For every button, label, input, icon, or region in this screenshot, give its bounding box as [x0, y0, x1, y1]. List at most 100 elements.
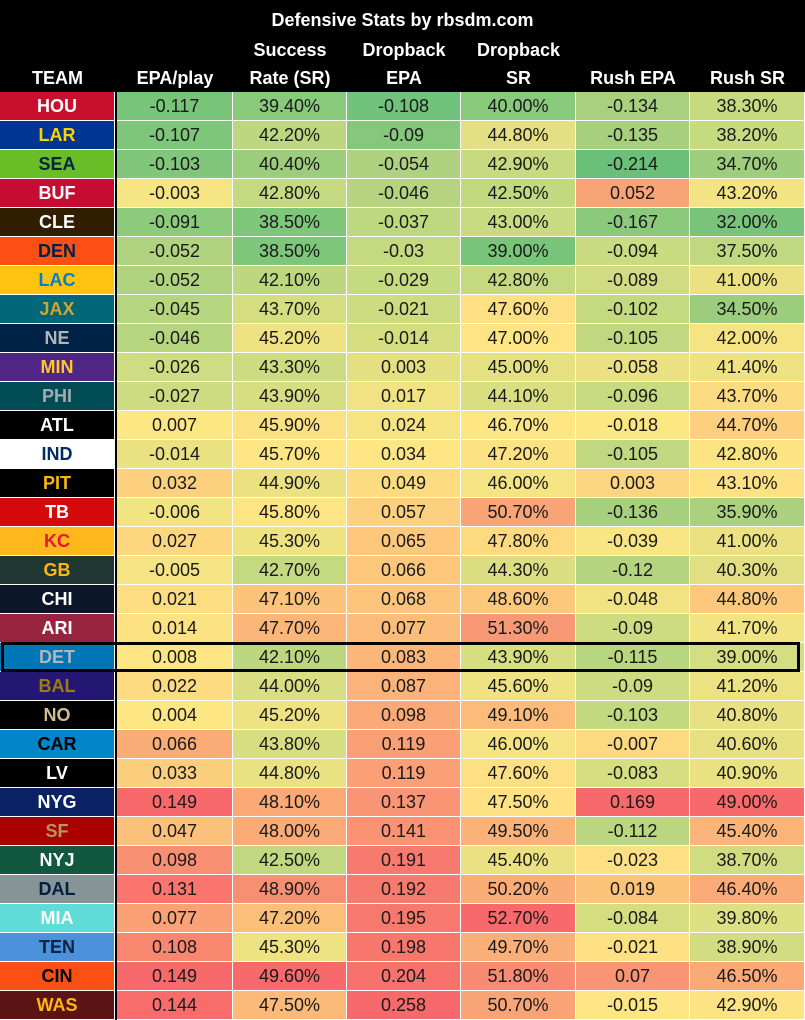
stat-cell: 44.10%: [461, 382, 576, 411]
stat-cell: 32.00%: [690, 208, 805, 237]
team-cell: ARI: [0, 614, 115, 643]
table-row: LAC -0.052 42.10% -0.029 42.80% -0.089 41.00%: [0, 266, 805, 295]
stat-cell: 0.033: [117, 759, 233, 788]
team-column-divider: [115, 92, 117, 1020]
team-cell: CLE: [0, 208, 115, 237]
stat-cell: 49.10%: [461, 701, 576, 730]
team-cell: WAS: [0, 991, 115, 1020]
stat-cell: 0.003: [347, 353, 461, 382]
stat-cell: 42.90%: [690, 991, 805, 1020]
stat-cell: 0.131: [117, 875, 233, 904]
stat-cell: -0.084: [576, 904, 690, 933]
stat-cell: 45.40%: [461, 846, 576, 875]
table-row: PIT 0.032 44.90% 0.049 46.00% 0.003 43.10%: [0, 469, 805, 498]
team-cell: TB: [0, 498, 115, 527]
stat-cell: 41.00%: [690, 527, 805, 556]
stat-cell: -0.112: [576, 817, 690, 846]
stat-cell: 0.004: [117, 701, 233, 730]
stat-cell: 0.087: [347, 672, 461, 701]
stat-cell: -0.09: [347, 121, 461, 150]
stat-cell: 0.098: [117, 846, 233, 875]
stat-cell: 0.049: [347, 469, 461, 498]
stat-cell: 0.258: [347, 991, 461, 1020]
stat-cell: 45.30%: [233, 933, 347, 962]
table-row: BAL 0.022 44.00% 0.087 45.60% -0.09 41.20%: [0, 672, 805, 701]
stat-cell: -0.006: [117, 498, 233, 527]
stat-cell: 39.40%: [233, 92, 347, 121]
stat-cell: 43.70%: [233, 295, 347, 324]
stat-cell: 44.90%: [233, 469, 347, 498]
stat-cell: 43.90%: [233, 382, 347, 411]
stat-cell: 0.083: [347, 643, 461, 672]
team-cell: DEN: [0, 237, 115, 266]
stat-cell: 45.90%: [233, 411, 347, 440]
table-row: ATL 0.007 45.90% 0.024 46.70% -0.018 44.70%: [0, 411, 805, 440]
stat-cell: 48.90%: [233, 875, 347, 904]
table-row: MIA 0.077 47.20% 0.195 52.70% -0.084 39.80%: [0, 904, 805, 933]
team-cell: NYG: [0, 788, 115, 817]
header-team: TEAM: [32, 68, 83, 88]
table-row: NE -0.046 45.20% -0.014 47.00% -0.105 42.00%: [0, 324, 805, 353]
stat-cell: 0.204: [347, 962, 461, 991]
stat-cell: 44.30%: [461, 556, 576, 585]
stat-cell: 38.50%: [233, 237, 347, 266]
table-row: TB -0.006 45.80% 0.057 50.70% -0.136 35.90%: [0, 498, 805, 527]
stat-cell: 45.70%: [233, 440, 347, 469]
header-rush-sr: Rush SR: [709, 68, 785, 88]
stat-cell: 0.149: [117, 788, 233, 817]
stat-cell: 42.50%: [233, 846, 347, 875]
stat-cell: 50.20%: [461, 875, 576, 904]
table-row: KC 0.027 45.30% 0.065 47.80% -0.039 41.00%: [0, 527, 805, 556]
stat-cell: 0.191: [347, 846, 461, 875]
stat-cell: 42.90%: [461, 150, 576, 179]
stat-cell: 0.077: [117, 904, 233, 933]
stat-cell: 45.00%: [461, 353, 576, 382]
stat-cell: 0.047: [117, 817, 233, 846]
stat-cell: -0.052: [117, 237, 233, 266]
table-row: NYG 0.149 48.10% 0.137 47.50% 0.169 49.00%: [0, 788, 805, 817]
stat-cell: 44.80%: [461, 121, 576, 150]
team-cell: CAR: [0, 730, 115, 759]
stat-cell: 43.90%: [461, 643, 576, 672]
header-rush-epa: Rush EPA: [590, 68, 676, 88]
team-cell: HOU: [0, 92, 115, 121]
stat-cell: -0.091: [117, 208, 233, 237]
stat-cell: 44.00%: [233, 672, 347, 701]
stat-cell: -0.014: [347, 324, 461, 353]
stat-cell: 46.50%: [690, 962, 805, 991]
stat-cell: 0.019: [576, 875, 690, 904]
stat-cell: 0.065: [347, 527, 461, 556]
header-epa-play: EPA/play: [136, 68, 214, 88]
stat-cell: 38.30%: [690, 92, 805, 121]
stat-cell: 42.50%: [461, 179, 576, 208]
team-cell: NO: [0, 701, 115, 730]
stat-cell: 49.70%: [461, 933, 576, 962]
stat-cell: -0.037: [347, 208, 461, 237]
stat-cell: 0.119: [347, 730, 461, 759]
stat-cell: -0.135: [576, 121, 690, 150]
team-cell: SF: [0, 817, 115, 846]
stat-cell: 40.80%: [690, 701, 805, 730]
stat-cell: 51.80%: [461, 962, 576, 991]
stat-cell: 48.00%: [233, 817, 347, 846]
stat-cell: 45.20%: [233, 324, 347, 353]
stat-cell: -0.107: [117, 121, 233, 150]
team-cell: BUF: [0, 179, 115, 208]
stat-cell: -0.015: [576, 991, 690, 1020]
stat-cell: -0.027: [117, 382, 233, 411]
stat-cell: -0.007: [576, 730, 690, 759]
stat-cell: 40.60%: [690, 730, 805, 759]
stat-cell: 39.00%: [461, 237, 576, 266]
stat-cell: 44.80%: [690, 585, 805, 614]
stat-cell: 48.10%: [233, 788, 347, 817]
stat-cell: 0.098: [347, 701, 461, 730]
stat-cell: 41.20%: [690, 672, 805, 701]
stat-cell: 42.10%: [233, 266, 347, 295]
table-header: Defensive Stats by rbsdm.com TEAM EPA/pl…: [0, 0, 805, 92]
stat-cell: 0.077: [347, 614, 461, 643]
team-cell: PIT: [0, 469, 115, 498]
stat-cell: 34.70%: [690, 150, 805, 179]
stat-cell: 49.00%: [690, 788, 805, 817]
stat-cell: -0.054: [347, 150, 461, 179]
stat-cell: 51.30%: [461, 614, 576, 643]
